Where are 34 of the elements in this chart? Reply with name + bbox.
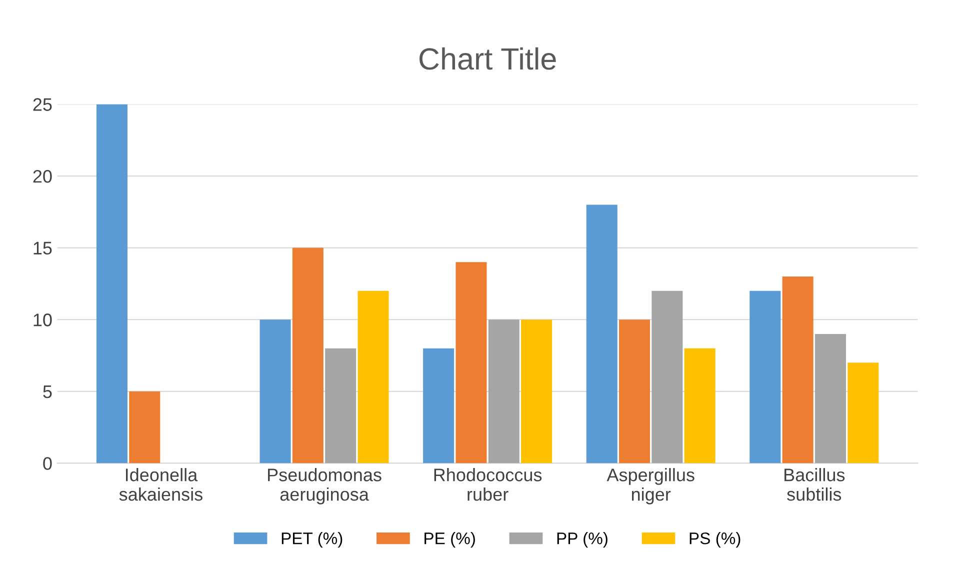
y-tick-label: 25 bbox=[33, 98, 52, 111]
bar bbox=[423, 348, 454, 464]
legend-label: PP (%) bbox=[557, 532, 608, 548]
bar bbox=[521, 320, 552, 464]
x-tick-label: Aspergillus niger bbox=[606, 468, 694, 504]
bar bbox=[325, 348, 356, 464]
bar bbox=[129, 391, 160, 464]
bar bbox=[358, 290, 389, 464]
x-tick-label: Pseudomonas aeruginosa bbox=[268, 468, 382, 504]
legend-label: PET (%) bbox=[282, 532, 342, 548]
x-tick-label: Ideonella sakaiensis bbox=[119, 468, 202, 501]
bar bbox=[586, 204, 618, 464]
y-tick-label: 10 bbox=[34, 314, 52, 326]
legend-label: PS (%) bbox=[690, 532, 740, 548]
y-tick-label: 15 bbox=[34, 242, 52, 255]
bar bbox=[848, 362, 879, 464]
bar bbox=[652, 290, 683, 464]
bar bbox=[292, 248, 324, 464]
bar bbox=[750, 290, 781, 464]
bar bbox=[260, 320, 291, 464]
x-tick-label: Rhodococcus ruber bbox=[434, 468, 542, 501]
chart-title: Chart Title bbox=[419, 47, 556, 70]
bar bbox=[96, 104, 128, 464]
legend-label: PE (%) bbox=[424, 532, 475, 548]
y-tick-label: 20 bbox=[33, 170, 52, 183]
bar bbox=[619, 320, 650, 464]
y-tick-label: 0 bbox=[43, 457, 52, 470]
bar bbox=[814, 334, 846, 464]
bar bbox=[488, 320, 520, 464]
bar bbox=[684, 348, 716, 464]
y-tick-label: 5 bbox=[43, 386, 52, 398]
bar bbox=[456, 262, 487, 464]
bar bbox=[782, 276, 814, 464]
x-tick-label: Bacillus subtilis bbox=[784, 468, 845, 501]
